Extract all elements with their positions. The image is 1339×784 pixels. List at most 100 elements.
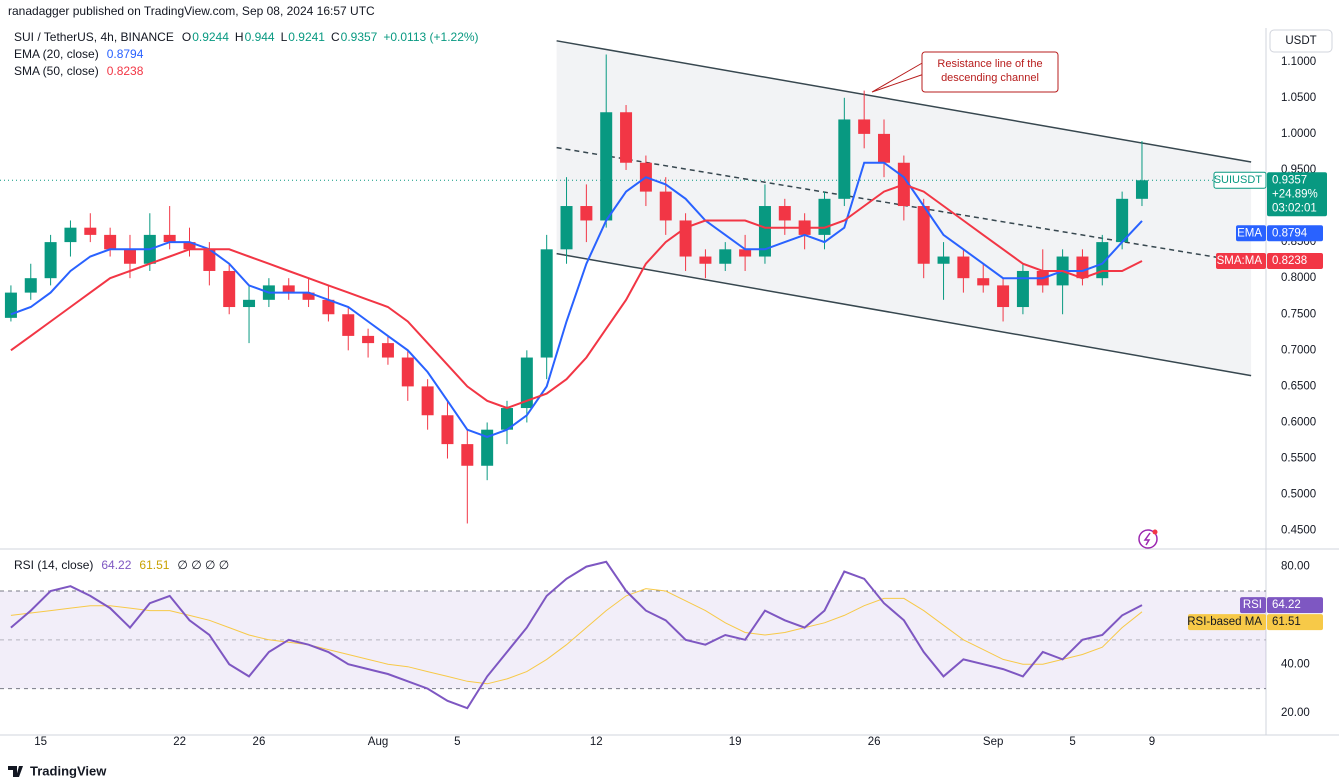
- y-tick-label: 1.0500: [1281, 92, 1316, 104]
- rsi-line: [10, 560, 1143, 710]
- header: ranadagger published on TradingView.com,…: [8, 4, 375, 18]
- axis-tag-name-box: [1236, 225, 1266, 242]
- axis-tag-value: 61.51: [1272, 616, 1301, 628]
- candle-body: [719, 249, 732, 264]
- alert-icon[interactable]: [1138, 529, 1158, 549]
- alert-bolt: [1143, 532, 1151, 546]
- rsi-line: [10, 588, 1143, 685]
- y-tick-label: 0.5500: [1281, 453, 1316, 465]
- currency: USDT: [1285, 35, 1316, 47]
- x-tick-label: Aug: [368, 736, 388, 748]
- legend: RSI (14, close) 64.22 61.51 ∅ ∅ ∅ ∅: [14, 558, 229, 572]
- axis-tag-name-box: [1188, 614, 1266, 631]
- x-tick-label: 19: [729, 736, 742, 748]
- legend-item: EMA (20, close): [14, 47, 99, 61]
- candle-body: [1076, 256, 1089, 279]
- candle-body: [44, 242, 57, 279]
- candle-body: [1116, 198, 1129, 243]
- candle-body: [461, 444, 474, 466]
- candle-body: [421, 386, 434, 416]
- candle-body: [362, 335, 375, 344]
- axis-tag: [1267, 597, 1323, 614]
- trendline: [556, 40, 1252, 163]
- y-tick-label: 1.0000: [1281, 128, 1316, 140]
- candle-body: [243, 299, 256, 308]
- candle-body: [401, 357, 414, 387]
- y-tick-label: 0.5000: [1281, 489, 1316, 501]
- annotation-text: descending channel: [941, 72, 1039, 84]
- legend-item: 0.9244: [192, 30, 229, 44]
- candle-body: [620, 112, 633, 163]
- legend: SUI / TetherUS, 4h, BINANCE O0.9244 H0.944…: [14, 30, 479, 44]
- trendline: [556, 252, 1252, 377]
- alert-dot: [1152, 529, 1158, 535]
- price-tag-change: +24.89%: [1272, 188, 1318, 200]
- price-tag-value: 0.9357: [1272, 174, 1307, 186]
- axis-tag-name: RSI-based MA: [1187, 616, 1262, 628]
- x-tick-label: 9: [1149, 736, 1155, 748]
- candle-body: [500, 408, 513, 430]
- legend-item: H: [235, 30, 244, 44]
- price-tag-countdown: 03:02:01: [1272, 202, 1317, 214]
- candle-body: [997, 285, 1010, 308]
- y-tick-label: 0.6000: [1281, 416, 1316, 428]
- y-tick-label: 0.6500: [1281, 380, 1316, 392]
- y-tick-label: 0.7500: [1281, 308, 1316, 320]
- candle-body: [977, 278, 990, 286]
- footer-logo[interactable]: TradingView: [8, 763, 107, 778]
- axis-tag-name: RSI: [1243, 599, 1262, 611]
- currency-box[interactable]: [1269, 29, 1333, 53]
- annotation[interactable]: Resistance line of the descending channe…: [871, 51, 1059, 93]
- legend: SMA (50, close) 0.8238: [14, 64, 144, 78]
- x-tick-label: Sep: [983, 736, 1003, 748]
- x-tick-label: 26: [253, 736, 266, 748]
- candle-body: [84, 227, 97, 235]
- candle-body: [600, 112, 613, 221]
- axis-tag-name: SMA:MA: [1217, 255, 1263, 267]
- axis-tag-value: 0.8238: [1272, 255, 1307, 267]
- candle-body: [282, 285, 295, 293]
- legend-item: 0.9241: [288, 30, 325, 44]
- legend-item: C: [331, 30, 340, 44]
- annotation-arrow: [871, 61, 931, 93]
- axis-tag-name-box: [1240, 597, 1266, 614]
- candle-body: [878, 133, 891, 163]
- legend-item: SMA (50, close): [14, 64, 99, 78]
- candle-body: [858, 119, 871, 134]
- candle-body: [4, 292, 17, 318]
- y-tick-label: 0.4500: [1281, 525, 1316, 537]
- legend-item: RSI (14, close): [14, 558, 93, 572]
- candle-body: [560, 206, 573, 250]
- axis-tag: [1267, 253, 1323, 270]
- candle-body: [302, 292, 315, 300]
- candle-body: [481, 429, 494, 466]
- y-tick-label: 0.7000: [1281, 344, 1316, 356]
- x-tick-label: 5: [454, 736, 460, 748]
- y-tick-label: 20.00: [1281, 707, 1310, 719]
- legend-item: 0.9357: [341, 30, 378, 44]
- symbol-tag-box: [1213, 171, 1267, 189]
- candle-body: [123, 249, 136, 264]
- candle-body: [739, 249, 752, 257]
- legend-item: O: [182, 30, 191, 44]
- candle-body: [520, 357, 533, 409]
- x-tick-label: 26: [868, 736, 881, 748]
- candle-body: [957, 256, 970, 279]
- legend-item: 61.51: [139, 558, 169, 572]
- legend: EMA (20, close) 0.8794: [14, 47, 144, 61]
- legend-item: 0.8238: [107, 64, 144, 78]
- candle-body: [580, 206, 593, 221]
- candle-body: [322, 299, 335, 315]
- candle-body: [203, 249, 216, 271]
- axis-tag-value: 64.22: [1272, 599, 1301, 611]
- candle-body: [104, 234, 117, 250]
- legend-item: 0.8794: [107, 47, 144, 61]
- legend-item: 64.22: [101, 558, 131, 572]
- axis-tag: [1267, 614, 1323, 631]
- candle-body: [163, 234, 176, 243]
- candle-body: [381, 343, 394, 358]
- ma-line: [10, 183, 1143, 410]
- candle-body: [937, 256, 950, 264]
- legend-item: L: [281, 30, 288, 44]
